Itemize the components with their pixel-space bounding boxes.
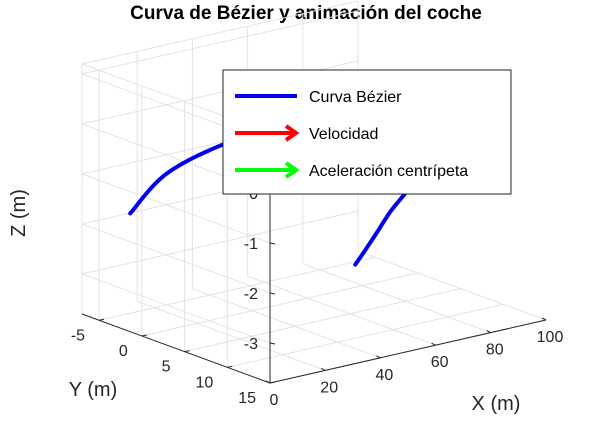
legend-items: Curva Bézier Velocidad Aceleración centríp…: [235, 89, 468, 180]
grid-line-z: [81, 223, 271, 294]
y-tick-label: 0: [119, 343, 128, 360]
y-tick-label: 10: [195, 374, 213, 391]
legend-item: Aceleración centrípeta: [235, 161, 468, 180]
grid-line-x: [247, 275, 436, 346]
grid-line-x: [192, 288, 381, 359]
legend-label: Velocidad: [309, 126, 378, 143]
y-tick-mark: [269, 381, 276, 384]
x-axis-line: [269, 319, 547, 384]
box-edge: [81, 0, 359, 65]
y-tick-mark: [227, 365, 233, 368]
grid-line-z: [81, 210, 359, 275]
y-tick-mark: [98, 318, 105, 321]
grid-line-y: [184, 288, 461, 353]
x-tick-mark: [541, 317, 547, 321]
grid-line-z: [81, 10, 359, 75]
grid-line-y: [227, 303, 504, 368]
x-tick-mark: [376, 355, 381, 359]
y-tick-label: -5: [71, 327, 85, 344]
legend-item: Velocidad: [235, 124, 378, 143]
grid-line-z: [81, 273, 271, 344]
legend-label: Curva Bézier: [309, 89, 402, 106]
legend-arrow-head: [284, 161, 300, 179]
x-tick-label: 0: [270, 392, 279, 409]
grid-line-z: [81, 173, 271, 244]
legend-arrow-head: [284, 124, 300, 142]
x-tick-mark: [265, 380, 271, 384]
x-tick-mark: [486, 330, 492, 334]
x-tick-label: 80: [486, 342, 504, 359]
z-tick-mark: [269, 242, 276, 245]
grid-line-x: [357, 250, 547, 321]
z-tick-label: -2: [244, 286, 258, 303]
z-tick-mark: [269, 342, 276, 345]
legend-item: Curva Bézier: [235, 89, 402, 106]
y-tick-label: 15: [238, 390, 256, 407]
y-axis-line: [81, 313, 271, 384]
x-tick-label: 40: [376, 367, 394, 384]
y-tick-mark: [141, 334, 147, 337]
z-tick-label: -1: [244, 236, 258, 253]
x-tick-label: 100: [537, 329, 564, 346]
y-tick-label: 5: [162, 359, 171, 376]
z-axis-label: Z (m): [8, 189, 30, 237]
legend: Curva Bézier Velocidad Aceleración centríp…: [222, 69, 512, 195]
y-axis-label: Y (m): [69, 379, 118, 401]
grid-line-y: [98, 256, 376, 321]
x-tick-label: 60: [431, 354, 449, 371]
grid-line-y: [141, 272, 418, 337]
z-tick-label: -3: [244, 336, 258, 353]
x-tick-mark: [431, 342, 436, 346]
grid-line-x: [137, 300, 326, 371]
y-tick-mark: [184, 350, 190, 353]
x-axis-label: X (m): [472, 393, 521, 415]
z-tick-mark: [269, 292, 276, 295]
x-tick-label: 20: [320, 379, 338, 396]
grid-line-x: [302, 263, 491, 334]
legend-label: Aceleración centrípeta: [309, 163, 468, 180]
chart-title: Curva de Bézier y animación del coche: [130, 3, 482, 24]
x-tick-mark: [320, 367, 326, 371]
grid-lines: [81, 0, 547, 384]
